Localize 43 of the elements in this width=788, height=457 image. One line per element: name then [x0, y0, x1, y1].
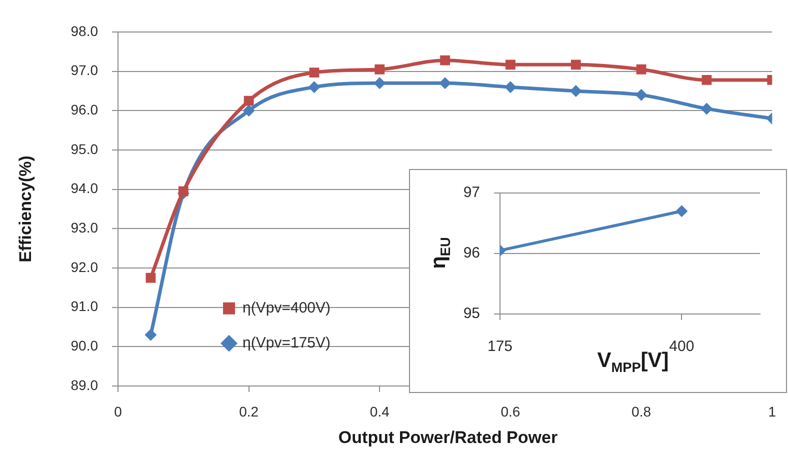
point [702, 75, 712, 85]
point [570, 60, 581, 70]
point [440, 55, 450, 66]
y-tick-label: 98.0 [70, 22, 98, 39]
point [144, 328, 157, 341]
x-tick-label: 0.2 [239, 403, 259, 420]
point [308, 81, 320, 94]
y-axis-title: Efficiency(%) [16, 156, 36, 262]
x-tick-label: 0.8 [632, 403, 652, 420]
point [242, 104, 255, 117]
point [178, 186, 188, 196]
y-tick-label: 97.0 [70, 62, 98, 78]
y-tick-label: 90.0 [70, 338, 98, 354]
x-tick-label: 400 [669, 338, 694, 356]
y-tick-label: 89.0 [70, 376, 98, 393]
y-tick-label: 95 [463, 305, 480, 322]
x-axis-title: V$_{MPP}$[V] [597, 348, 669, 376]
x-tick-label: 175 [487, 338, 513, 356]
legend-label: η(Vpv=175V) [242, 334, 331, 352]
point [506, 60, 516, 70]
y-tick-label: 93.0 [70, 220, 98, 236]
y-tick-label: 91.0 [70, 298, 98, 314]
y-tick-label: 96.0 [70, 102, 98, 118]
legend-label: η(Vpv=400V) [242, 299, 331, 316]
x-tick-label: 0.4 [370, 403, 390, 420]
point [244, 96, 254, 106]
x-tick-label: 0 [114, 403, 122, 420]
x-axis-title: Output Power/Rated Power [338, 428, 558, 448]
y-tick-label: 97 [463, 184, 480, 202]
y-tick-label: 96 [463, 244, 480, 262]
x-tick-label: 0.6 [500, 403, 520, 420]
point [636, 64, 646, 74]
y-tick-label: 95.0 [70, 140, 98, 157]
point [635, 88, 648, 101]
x-tick-label: 1 [768, 403, 776, 420]
point [374, 64, 385, 74]
y-tick-label: 92.0 [70, 258, 98, 275]
y-tick-label: 94.0 [70, 180, 98, 196]
point [309, 68, 320, 78]
point [700, 102, 713, 115]
point [146, 272, 156, 283]
point [504, 81, 516, 94]
point [374, 77, 386, 90]
